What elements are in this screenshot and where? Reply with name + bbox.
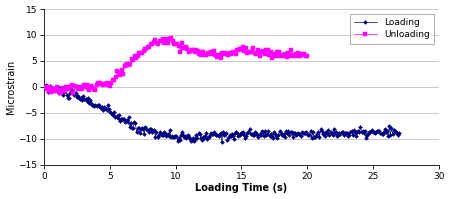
X-axis label: Loading Time (s): Loading Time (s) [195, 183, 288, 193]
Unloading [299, 53, 304, 55]
Unloading [43, 86, 48, 88]
Loading [94, 105, 99, 107]
Legend: Loading, Unloading: Loading, Unloading [350, 14, 434, 44]
Loading [227, 134, 232, 137]
Loading [355, 131, 360, 133]
Y-axis label: Microstrain: Microstrain [5, 60, 16, 114]
Unloading [144, 48, 149, 50]
Loading [298, 135, 303, 137]
Unloading [75, 88, 81, 90]
Unloading [47, 86, 53, 88]
Loading [396, 131, 402, 134]
Loading [43, 84, 48, 86]
Unloading [71, 92, 76, 94]
Line: Loading: Loading [44, 83, 401, 143]
Unloading [305, 55, 310, 57]
Unloading [278, 55, 284, 57]
Loading [219, 140, 225, 143]
Loading [293, 134, 299, 136]
Line: Unloading: Unloading [44, 36, 309, 95]
Unloading [99, 83, 104, 85]
Loading [334, 135, 340, 137]
Unloading [169, 37, 174, 39]
